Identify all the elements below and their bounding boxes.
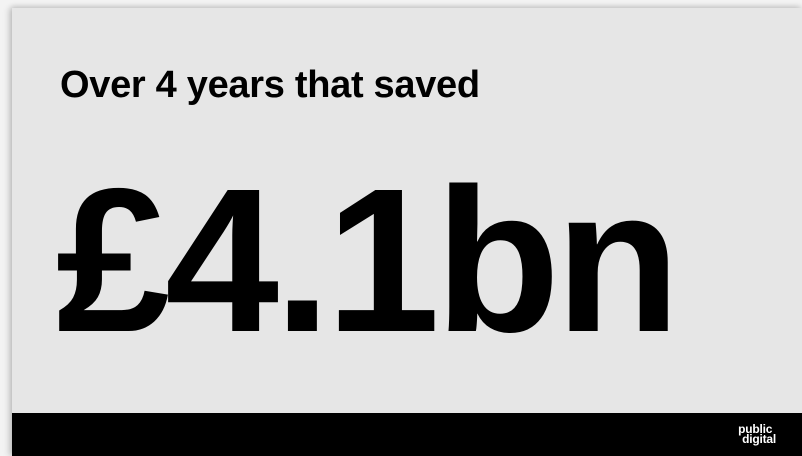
- headline-figure: £4.1bn: [56, 146, 680, 375]
- public-digital-logo: public digital: [738, 422, 776, 446]
- slide-footer-bar: public digital: [12, 413, 802, 456]
- logo-line-1: public: [738, 422, 773, 436]
- slide-headline: Over 4 years that saved: [60, 64, 480, 106]
- logo-line-2: digital: [742, 432, 776, 446]
- slide: Over 4 years that saved £4.1bn public di…: [12, 8, 802, 456]
